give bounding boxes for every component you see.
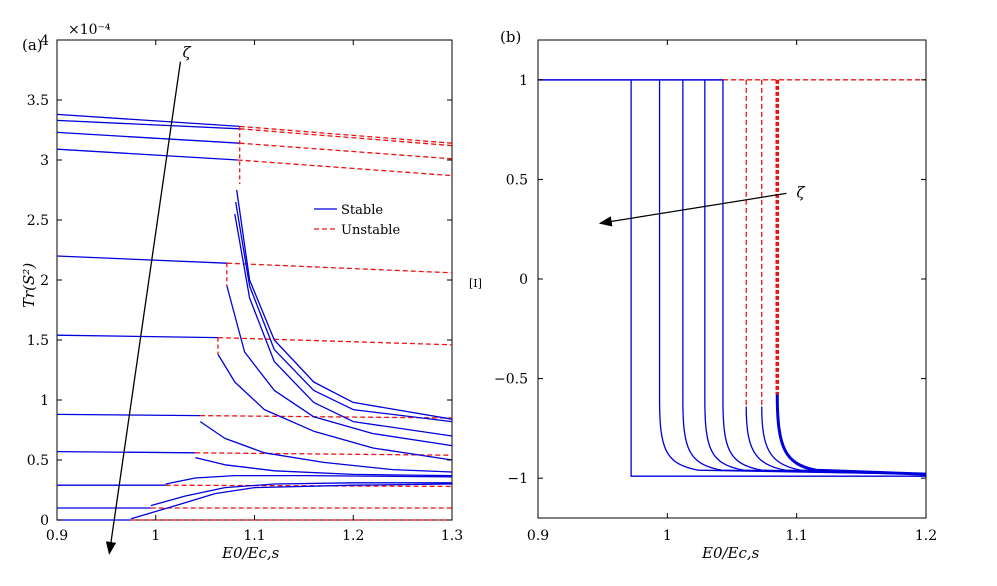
legend: Stable Unstable [314,203,400,238]
panel-a-unstable-line-7 [200,414,453,419]
panel-b-branch-curve-3 [775,394,927,476]
panel-a-decay-branch-1 [236,189,453,420]
panel-a: 0.9 1 1.1 1.2 1.3 0 0.5 1 1.5 2 2.5 3 3.5 4 (a) ×10⁻… [20,22,463,562]
panel-b-y-ticks: −1 −0.5 0 0.5 1 [494,73,926,487]
panel-a-x-ticks: 0.9 1 1.1 1.2 1.3 [46,40,463,544]
panel-a-unstable-line-3 [239,142,453,160]
panel-a-plot-area [56,39,453,521]
panel-b-stable-drop-2 [658,79,927,475]
panel-a-decay-branch-7 [195,456,453,477]
panel-a-y-tick-label: 0 [40,513,49,529]
panel-b-zeta-arrow [598,192,787,227]
panel-a-stable-line-2 [56,119,240,130]
panel-b-label: (b) [500,28,521,46]
panel-b-y-tick-label: 0 [519,272,528,288]
panel-b-zeta-label: ζ [796,183,805,201]
panel-a-decay-branch-10 [130,483,453,520]
panel-a-y-exponent: ×10⁻⁴ [68,22,111,38]
panel-a-y-tick-label: 2 [40,273,49,289]
panel-a-y-tick-label: 1.5 [27,333,49,349]
panel-b-stable-drop-5 [722,79,927,475]
panel-a-decay-branch-2 [235,201,453,423]
panel-b-y-tick-label: 1 [519,73,528,89]
panel-b-x-tick-label: 1.2 [915,528,937,544]
panel-b-y-tick-label: 0.5 [506,172,528,188]
panel-a-x-tick-label: 0.9 [46,528,68,544]
panel-a-decay-branch-4 [226,285,453,447]
legend-unstable-label: Unstable [341,223,400,238]
panel-a-decay-branch-6 [199,421,453,473]
panel-a-stable-line-4 [56,148,238,161]
panel-a-stable-line-1 [56,113,240,128]
panel-b-x-tick-label: 1 [663,528,672,544]
panel-a-y-tick-label: 1 [40,393,49,409]
panel-a-zeta-arrow-line [105,61,182,555]
panel-a-y-tick-label: 3.5 [27,93,49,109]
panel-a-zeta-label: ζ [182,44,191,62]
panel-a-stable-line-7 [56,413,201,417]
panel-a-x-tick-label: 1.1 [243,528,265,544]
panel-a-y-label: Tr(S²) [20,263,38,308]
panel-a-unstable-line-4 [237,159,453,177]
panel-a-stable-line-5 [56,255,227,264]
panel-a-decay-branch-3 [234,213,453,437]
panel-a-decay-branch-9 [150,482,452,507]
panel-b-y-tick-label: −0.5 [494,372,528,388]
panel-b-branch-curve-2 [761,406,927,475]
panel-a-stable-line-6 [56,334,219,339]
panel-a-x-tick-label: 1.3 [441,528,463,544]
panel-b-stable-drop-1 [630,79,926,477]
panel-b-x-tick-label: 0.9 [527,528,549,544]
panel-b: 0.9 1 1.1 1.2 −1 −0.5 0 0.5 1 (b) E0/Ec,s [I] ζ [469,28,937,562]
panel-b-y-label: [I] [469,277,482,290]
panel-a-unstable-line-5 [226,262,453,274]
panel-b-x-tick-label: 1.1 [786,528,808,544]
panel-a-decay-branch-5 [217,354,453,461]
panel-a-y-tick-label: 2.5 [27,213,49,229]
panel-b-plot-area [537,39,927,519]
panel-a-x-tick-label: 1.2 [342,528,364,544]
panel-a-decay-branch-8 [165,474,453,485]
panel-b-series [538,79,927,477]
panel-b-y-tick-label: −1 [507,471,528,487]
panel-b-stable-drop-3 [682,79,927,475]
panel-a-stable-line-3 [56,131,240,144]
panel-a-unstable-line-8 [195,452,453,456]
legend-stable-label: Stable [341,203,383,218]
panel-b-stable-drop-4 [704,79,927,475]
panel-a-x-label: E0/Ec,s [221,544,280,562]
panel-b-branch-curve-1 [745,406,927,475]
panel-a-y-ticks: 0 0.5 1 1.5 2 2.5 3 3.5 4 [27,33,452,529]
panel-a-unstable-line-2 [239,128,453,147]
panel-a-series [56,113,453,521]
panel-a-unstable-line-6 [217,336,453,346]
panel-a-zeta-arrow [105,61,182,555]
panel-a-unstable-line-1 [239,125,453,144]
panel-a-y-tick-label: 4 [40,33,49,49]
panel-b-x-ticks: 0.9 1 1.1 1.2 [527,40,937,544]
panel-b-x-label: E0/Ec,s [701,544,760,562]
panel-a-y-tick-label: 3 [40,153,49,169]
panel-a-y-tick-label: 0.5 [27,453,49,469]
panel-b-zeta-arrow-line [598,192,787,227]
panel-a-stable-line-8 [56,450,196,454]
panel-a-label: (a) [22,36,43,54]
panel-a-x-tick-label: 1 [151,528,160,544]
